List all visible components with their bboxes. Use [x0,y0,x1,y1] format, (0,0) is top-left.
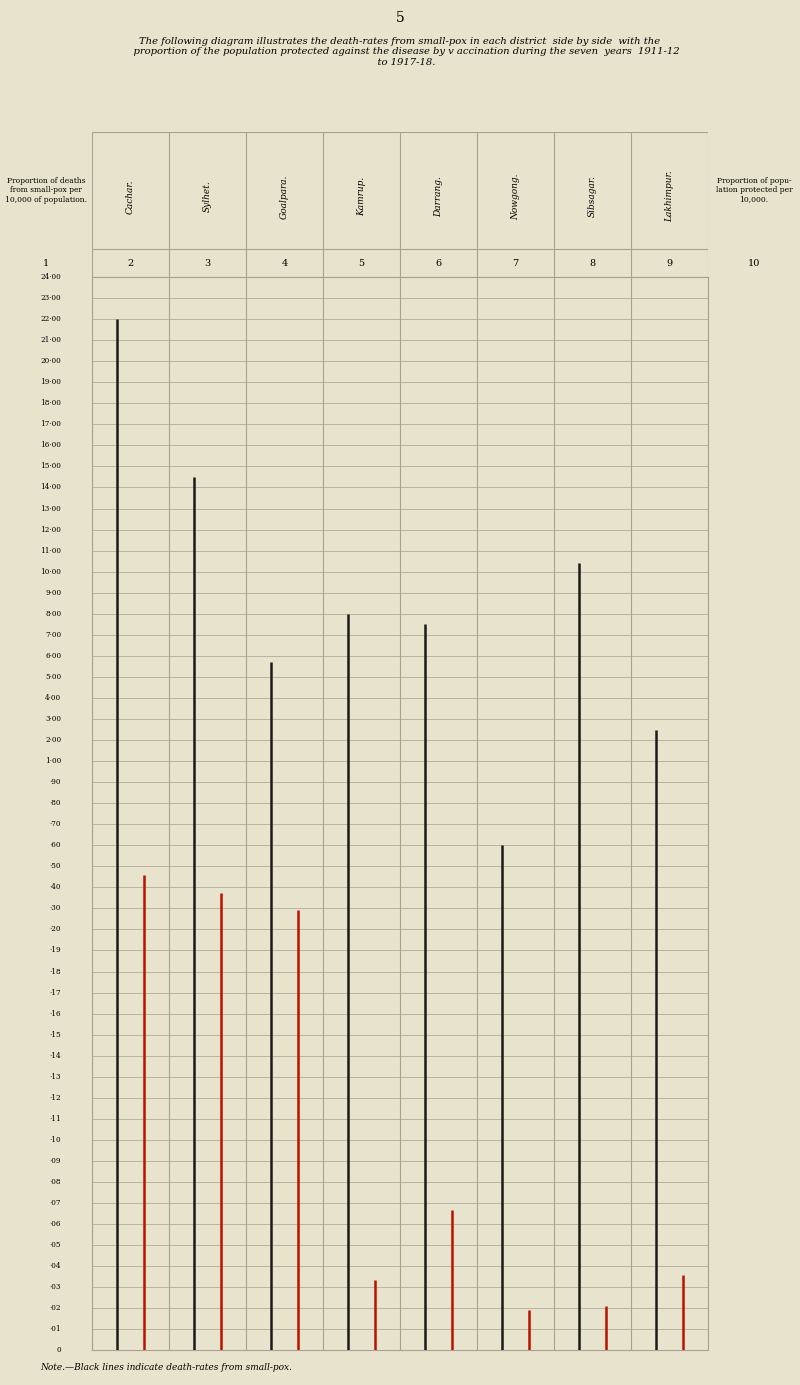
Text: ·19: ·19 [50,946,61,954]
Text: ·13: ·13 [50,1073,61,1080]
Text: The following diagram illustrates the death-rates from small-pox in each distric: The following diagram illustrates the de… [121,37,679,66]
Text: 10·00: 10·00 [40,568,61,576]
Text: ·50: ·50 [50,863,61,870]
Text: ·30: ·30 [50,904,61,913]
Text: Kamrup.: Kamrup. [357,177,366,216]
Text: 6·00: 6·00 [45,652,61,659]
Text: ·11: ·11 [50,1115,61,1123]
Text: ·06: ·06 [50,1220,61,1228]
Text: ·14: ·14 [50,1051,61,1060]
Text: Sylhet.: Sylhet. [203,180,212,212]
Text: ·03: ·03 [50,1284,61,1291]
Text: 5: 5 [396,11,404,25]
Text: 8·00: 8·00 [45,609,61,618]
Text: ·10: ·10 [50,1136,61,1144]
Text: 3: 3 [204,259,210,267]
Text: ·15: ·15 [50,1030,61,1039]
Text: ·80: ·80 [50,799,61,807]
Text: ·17: ·17 [50,989,61,997]
Text: 24·00: 24·00 [41,273,61,281]
Text: 6: 6 [435,259,442,267]
Text: ·18: ·18 [50,968,61,975]
Text: ·40: ·40 [50,884,61,892]
Text: 14·00: 14·00 [40,483,61,492]
Text: 22·00: 22·00 [41,316,61,323]
Text: 23·00: 23·00 [41,294,61,302]
Text: 5·00: 5·00 [45,673,61,681]
Text: ·70: ·70 [50,820,61,828]
Text: ·01: ·01 [50,1325,61,1334]
Text: ·20: ·20 [50,925,61,933]
Text: Cachar.: Cachar. [126,179,135,213]
Text: 2·00: 2·00 [45,735,61,744]
Text: 20·00: 20·00 [41,357,61,366]
Text: ·60: ·60 [50,841,61,849]
Text: 8: 8 [590,259,595,267]
Text: Goalpara.: Goalpara. [280,175,289,219]
Text: 11·00: 11·00 [40,547,61,554]
Text: 16·00: 16·00 [40,442,61,449]
Text: 12·00: 12·00 [40,525,61,533]
Text: Darrang.: Darrang. [434,176,443,217]
Text: ·08: ·08 [50,1179,61,1186]
Text: 3·00: 3·00 [45,715,61,723]
Text: 18·00: 18·00 [40,399,61,407]
Text: 9: 9 [666,259,673,267]
Text: Proportion of deaths
from small-pox per
10,000 of population.: Proportion of deaths from small-pox per … [5,177,87,204]
Text: 17·00: 17·00 [40,420,61,428]
Text: 1·00: 1·00 [45,758,61,765]
Text: ·90: ·90 [50,778,61,787]
Text: 9·00: 9·00 [45,589,61,597]
Text: 1: 1 [43,259,49,267]
Text: Note.—Black lines indicate death-rates from small-pox.: Note.—Black lines indicate death-rates f… [40,1363,292,1373]
Text: 21·00: 21·00 [40,337,61,343]
Text: 0: 0 [57,1346,61,1355]
Text: 19·00: 19·00 [40,378,61,386]
Text: 4: 4 [282,259,288,267]
Text: ·09: ·09 [50,1156,61,1165]
Text: 7: 7 [512,259,518,267]
Text: 10: 10 [748,259,760,267]
Text: 2: 2 [127,259,134,267]
Text: Sibsagar.: Sibsagar. [588,176,597,217]
Text: ·02: ·02 [50,1305,61,1312]
Text: Lakhimpur.: Lakhimpur. [665,170,674,222]
Text: Nowgong.: Nowgong. [511,173,520,220]
Text: 13·00: 13·00 [41,504,61,512]
Text: 7·00: 7·00 [45,630,61,638]
Text: ·12: ·12 [50,1094,61,1102]
Text: ·07: ·07 [50,1199,61,1208]
Text: 5: 5 [358,259,365,267]
Text: ·04: ·04 [50,1262,61,1270]
Text: 15·00: 15·00 [40,463,61,471]
Text: Proportion of popu-
lation protected per
10,000.: Proportion of popu- lation protected per… [716,177,792,204]
Text: ·16: ·16 [50,1010,61,1018]
Text: ·05: ·05 [50,1241,61,1249]
Text: 4·00: 4·00 [45,694,61,702]
